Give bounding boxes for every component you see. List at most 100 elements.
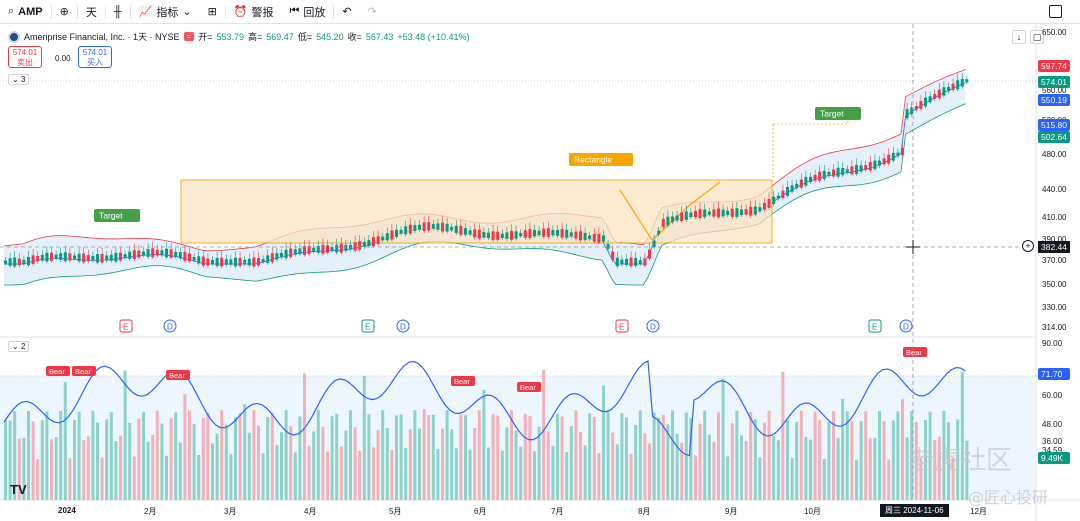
interval-button[interactable]: 天 bbox=[78, 0, 105, 24]
target-label: Target bbox=[94, 209, 140, 222]
buy-button[interactable]: 574.01 买入 bbox=[78, 46, 112, 68]
up-candle bbox=[8, 258, 12, 266]
arrow-down-icon[interactable]: ↓ bbox=[1012, 30, 1026, 44]
up-candle bbox=[344, 244, 348, 251]
up-candle bbox=[684, 211, 688, 220]
sell-button[interactable]: 574.01 卖出 bbox=[8, 46, 42, 68]
redo-icon: ↷ bbox=[367, 6, 377, 18]
layouts-button[interactable]: ⊞ bbox=[200, 0, 225, 24]
volume-bar bbox=[565, 452, 569, 500]
up-candle bbox=[620, 259, 624, 265]
down-candle bbox=[951, 83, 955, 91]
bb-lower-tag: 502.64 bbox=[1038, 131, 1070, 143]
volume-bar bbox=[54, 437, 58, 500]
down-candle bbox=[477, 229, 481, 239]
price-pane-toggle[interactable]: ⌄ 3 bbox=[8, 74, 30, 85]
sell-label: 卖出 bbox=[17, 58, 33, 67]
up-candle bbox=[261, 258, 265, 262]
alarm-clock-icon: ⏰ bbox=[233, 6, 248, 18]
fullscreen-icon[interactable] bbox=[1049, 5, 1062, 18]
volume-bar bbox=[721, 378, 725, 500]
down-candle bbox=[901, 147, 904, 156]
price-tick: 480.00 bbox=[1042, 150, 1067, 159]
indicators-button[interactable]: 📈 指标 ⌄ bbox=[131, 0, 200, 24]
target-label-text: Target bbox=[99, 211, 123, 221]
down-candle bbox=[151, 248, 155, 258]
up-candle bbox=[514, 231, 518, 239]
rsi-tick: 34.59 bbox=[1042, 446, 1063, 455]
volume-bar bbox=[671, 410, 674, 500]
volume-bar bbox=[556, 413, 559, 500]
volume-bar bbox=[349, 410, 352, 500]
crosshair bbox=[0, 24, 1036, 500]
rsi-pane-toggle[interactable]: ⌄ 2 bbox=[8, 341, 30, 352]
down-candle bbox=[339, 243, 343, 253]
earnings-marker: E bbox=[615, 319, 629, 333]
volume-bar bbox=[431, 414, 435, 500]
up-candle bbox=[211, 259, 214, 265]
volume-bar bbox=[937, 436, 941, 500]
price-tick: 370.00 bbox=[1042, 256, 1067, 265]
volume-bar bbox=[372, 447, 375, 500]
time-label: 8月 bbox=[638, 507, 651, 516]
redo-button[interactable]: ↷ bbox=[360, 0, 385, 24]
up-candle bbox=[519, 232, 523, 237]
volume-bar bbox=[376, 430, 380, 500]
volume-bar bbox=[31, 421, 35, 500]
volume-bar bbox=[859, 420, 863, 500]
chart-type-button[interactable]: ╫ bbox=[106, 0, 130, 24]
down-candle bbox=[408, 224, 412, 234]
price-tick: 440.00 bbox=[1042, 185, 1067, 194]
up-candle bbox=[40, 254, 44, 261]
down-candle bbox=[629, 257, 633, 267]
volume-bar bbox=[22, 437, 26, 500]
volume-bar bbox=[17, 438, 21, 500]
volume-bar bbox=[220, 410, 224, 500]
up-candle bbox=[753, 206, 757, 215]
rsi-pane: Bear Bear Bear Bear Bear Bear bbox=[0, 347, 1036, 500]
replay-button[interactable]: ⏮ 回放 bbox=[281, 0, 333, 24]
rsi-pane-count: 2 bbox=[20, 342, 26, 351]
volume-bar bbox=[694, 455, 697, 500]
volume-tag: 9.49K bbox=[1038, 452, 1070, 464]
volume-bar bbox=[588, 413, 592, 500]
up-candle bbox=[878, 160, 881, 166]
up-candle bbox=[114, 252, 118, 262]
volume-bar bbox=[689, 418, 693, 500]
down-candle bbox=[491, 231, 495, 240]
volume-bar bbox=[597, 453, 601, 500]
symbol-search[interactable]: ⌕ AMP bbox=[0, 0, 51, 24]
marker-box bbox=[868, 319, 882, 333]
up-candle bbox=[445, 223, 449, 232]
up-candle bbox=[59, 253, 63, 260]
volume-bar bbox=[836, 437, 840, 500]
top-toolbar: ⌕ AMP ⊕ 天 ╫ 📈 指标 ⌄ ⊞ ⏰ 警报 ⏮ 回放 ↶ ↷ bbox=[0, 0, 1080, 24]
compare-button[interactable]: ⊕ bbox=[52, 0, 77, 24]
volume-bar bbox=[344, 430, 348, 500]
down-candle bbox=[592, 233, 596, 242]
high-value: 569.47 bbox=[266, 31, 294, 42]
down-candle bbox=[188, 253, 191, 262]
undo-button[interactable]: ↶ bbox=[334, 0, 359, 24]
volume-bar bbox=[395, 415, 398, 500]
volume-bar bbox=[50, 439, 53, 500]
volume-bar bbox=[238, 412, 242, 500]
volume-bar bbox=[776, 440, 780, 500]
volume-bar bbox=[799, 410, 803, 500]
volume-bar bbox=[514, 430, 518, 500]
add-alert-icon[interactable]: + bbox=[1022, 240, 1034, 252]
alert-button[interactable]: ⏰ 警报 bbox=[226, 0, 282, 24]
volume-bar bbox=[717, 412, 720, 500]
volume-bar bbox=[965, 440, 969, 500]
up-candle bbox=[822, 170, 826, 179]
rsi-tick: 90.00 bbox=[1042, 339, 1063, 348]
maximize-icon[interactable]: ▢ bbox=[1030, 30, 1044, 44]
volume-bar bbox=[878, 411, 881, 500]
volume-bar bbox=[868, 438, 872, 500]
volume-bar bbox=[160, 423, 164, 500]
up-candle bbox=[4, 260, 7, 264]
volume-bar bbox=[284, 410, 288, 500]
bear-label-bg bbox=[72, 366, 96, 376]
down-candle bbox=[528, 229, 532, 239]
